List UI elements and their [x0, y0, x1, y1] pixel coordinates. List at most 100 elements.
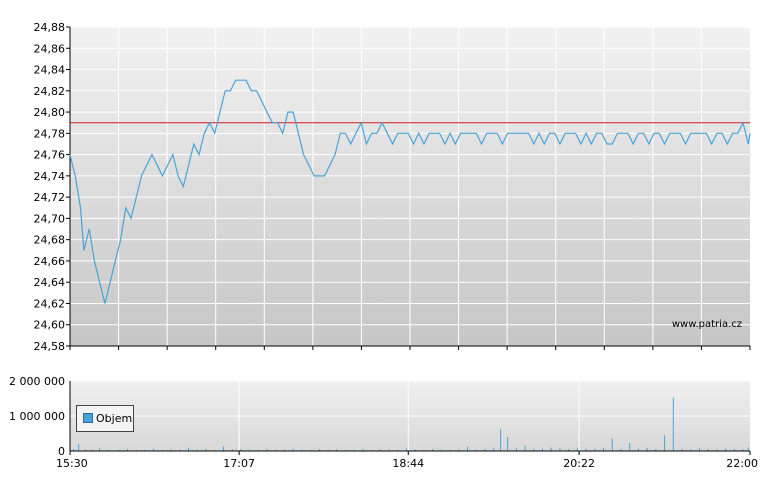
- volume-bar: [716, 449, 718, 451]
- volume-bar: [205, 448, 207, 451]
- volume-bar: [725, 448, 727, 451]
- volume-bar: [646, 447, 648, 451]
- x-tick-label: 20:22: [563, 457, 595, 470]
- volume-bar: [283, 449, 285, 451]
- volume-legend: Objem: [76, 405, 134, 432]
- y-tick-label: 24,68: [34, 234, 66, 247]
- volume-bar: [515, 448, 517, 451]
- watermark: www.patria.cz: [672, 319, 742, 330]
- volume-bar: [507, 437, 509, 451]
- volume-bar: [475, 449, 477, 451]
- volume-bar: [127, 448, 129, 451]
- volume-bar: [144, 449, 146, 451]
- volume-y-tick-label: 1 000 000: [9, 410, 65, 423]
- volume-bar: [432, 448, 434, 451]
- volume-bar: [78, 444, 80, 451]
- volume-bar: [484, 448, 486, 451]
- y-tick-label: 24,72: [34, 191, 66, 204]
- volume-y-tick-label: 0: [58, 445, 65, 458]
- volume-bar: [542, 448, 544, 451]
- volume-bar: [196, 449, 198, 451]
- volume-bar: [449, 449, 451, 451]
- y-tick-label: 24,80: [34, 106, 66, 119]
- volume-bar: [257, 449, 259, 451]
- x-tick-label: 15:30: [56, 457, 88, 470]
- volume-bar: [397, 449, 399, 451]
- volume-bar: [568, 448, 570, 451]
- volume-bar: [467, 446, 469, 451]
- y-tick-label: 24,88: [34, 21, 66, 34]
- volume-bar: [742, 449, 744, 451]
- volume-bar: [655, 448, 657, 451]
- volume-bar: [99, 448, 101, 451]
- volume-bar: [594, 448, 596, 451]
- x-tick-label: 18:44: [392, 457, 424, 470]
- volume-bar: [440, 449, 442, 451]
- volume-bar: [637, 448, 639, 451]
- volume-bar: [249, 449, 251, 451]
- y-tick-label: 24,60: [34, 319, 66, 332]
- volume-bar: [533, 448, 535, 451]
- y-tick-label: 24,70: [34, 212, 66, 225]
- volume-bar: [585, 448, 587, 451]
- volume-bar: [664, 435, 666, 451]
- volume-bar: [423, 449, 425, 451]
- volume-bar: [371, 449, 373, 451]
- volume-bar: [500, 429, 502, 451]
- volume-bar: [611, 438, 613, 451]
- y-tick-label: 24,78: [34, 127, 66, 140]
- volume-bar: [327, 449, 329, 451]
- y-tick-label: 24,64: [34, 276, 66, 289]
- volume-bar: [733, 448, 735, 451]
- volume-bar: [353, 449, 355, 451]
- price-chart: 24,58 24,60 24,62 24,64 24,66 24,68 24,70 24,72…: [34, 21, 751, 353]
- volume-bar: [458, 449, 460, 451]
- volume-bar: [603, 448, 605, 451]
- volume-bar: [681, 448, 683, 451]
- y-tick-label: 24,62: [34, 297, 66, 310]
- y-tick-label: 24,82: [34, 85, 66, 98]
- volume-bar: [747, 447, 749, 451]
- x-tick-label: 17:07: [223, 457, 255, 470]
- legend-label: Objem: [96, 412, 133, 425]
- volume-bar: [135, 449, 137, 451]
- legend-swatch: [83, 413, 93, 423]
- y-tick-label: 24,84: [34, 64, 66, 77]
- volume-bar: [698, 448, 700, 451]
- volume-y-tick-label: 2 000 000: [9, 375, 65, 388]
- volume-bar: [170, 449, 172, 451]
- volume-bar: [72, 448, 74, 451]
- volume-bar: [672, 397, 674, 451]
- volume-bar: [318, 448, 320, 451]
- y-tick-label: 24,86: [34, 42, 66, 55]
- y-tick-label: 24,74: [34, 170, 66, 183]
- volume-bar: [107, 449, 109, 451]
- volume-bar: [301, 449, 303, 451]
- y-tick-label: 24,66: [34, 255, 66, 268]
- volume-bar: [379, 449, 381, 451]
- x-tick-label: 22:00: [726, 457, 758, 470]
- volume-bar: [690, 449, 692, 451]
- volume-bar: [275, 449, 277, 451]
- volume-bar: [559, 448, 561, 451]
- y-tick-label: 24,58: [34, 340, 66, 353]
- volume-bar: [161, 449, 163, 451]
- volume-bar: [153, 448, 155, 451]
- volume-bar: [707, 448, 709, 451]
- volume-bar: [85, 449, 87, 451]
- volume-bar: [231, 449, 233, 451]
- volume-bar: [344, 449, 346, 451]
- volume-bar: [214, 449, 216, 451]
- volume-chart: 0 1 000 000 2 000 000 15:30 17:07 18:44 20:22 2…: [9, 375, 758, 470]
- volume-bar: [292, 448, 294, 451]
- volume-bar: [179, 449, 181, 451]
- volume-bar: [362, 448, 364, 451]
- volume-bar: [493, 447, 495, 451]
- volume-bar: [524, 445, 526, 451]
- volume-bar: [266, 448, 268, 451]
- volume-bar: [620, 448, 622, 451]
- volume-bar: [576, 447, 578, 451]
- volume-bar: [188, 447, 190, 451]
